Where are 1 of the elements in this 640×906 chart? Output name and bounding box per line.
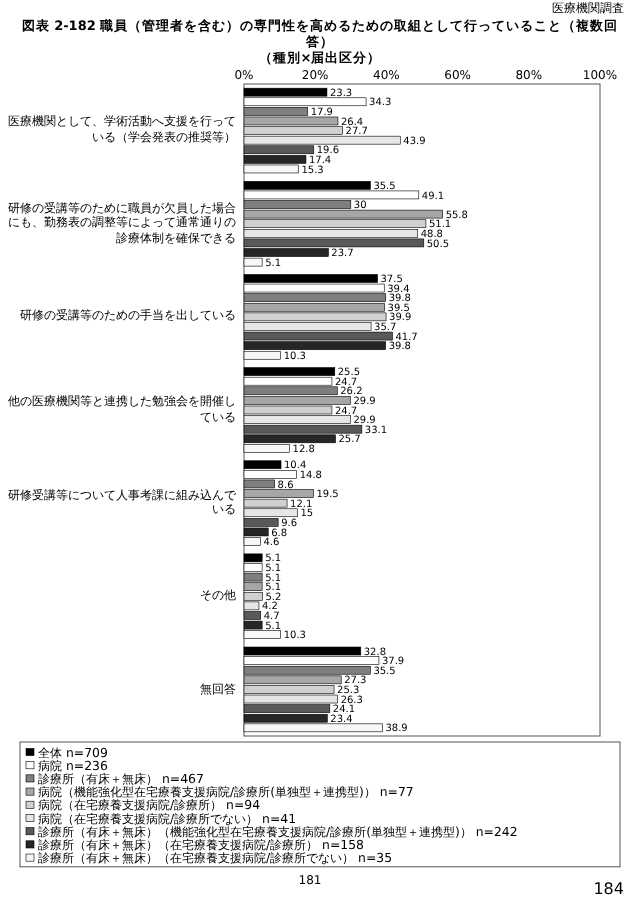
text: 184 bbox=[593, 880, 624, 900]
